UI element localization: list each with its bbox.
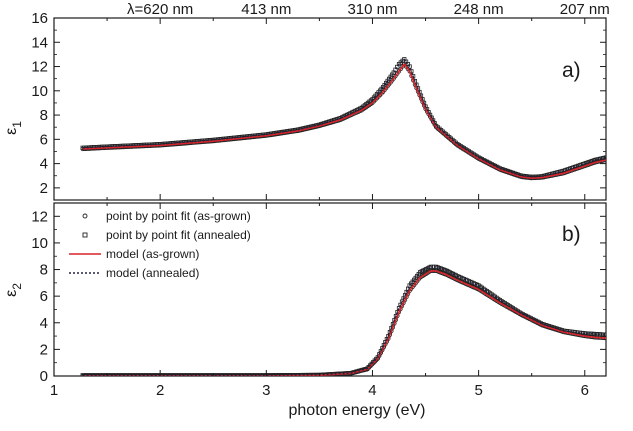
tick-layer (53, 17, 606, 377)
legend-label: model (as-grown) (106, 247, 199, 261)
x-tick-label: 1 (50, 382, 58, 399)
legend-label: point by point fit (annealed) (106, 228, 251, 242)
panel-a-y-label-sub: 1 (10, 121, 24, 128)
top-tick-label: 310 nm (347, 1, 397, 18)
y-tick-label: 2 (40, 180, 48, 197)
panel-a-y-label: ε1 (3, 121, 24, 135)
y-tick-label: 2 (40, 341, 48, 358)
y-tick-label: 0 (40, 368, 48, 385)
series-line (82, 266, 606, 376)
y-tick-label: 6 (40, 288, 48, 305)
series-dotted (82, 58, 606, 178)
y-tick-label: 16 (31, 10, 48, 27)
legend-label: model (annealed) (106, 266, 199, 280)
y-tick-label: 8 (40, 107, 48, 124)
panel-frames (53, 17, 607, 377)
legend-label: point by point fit (as-grown) (106, 209, 251, 223)
top-tick-label: 207 nm (560, 1, 610, 18)
panel-b-y-label: ε2 (3, 283, 24, 297)
text-layer: photon energy (eV) a) b) ε1 ε2 246810121… (3, 1, 610, 419)
series-line (82, 270, 606, 376)
series-open-square (80, 264, 606, 376)
data-layer (80, 57, 606, 376)
series-open-circle (80, 62, 606, 181)
series-line (82, 62, 606, 180)
x-tick-label: 3 (262, 382, 270, 399)
top-tick-label: λ=620 nm (127, 1, 193, 18)
y-tick-label: 12 (31, 208, 48, 225)
series-open-circle (80, 268, 606, 376)
top-tick-label: 248 nm (454, 1, 504, 18)
x-axis-label: photon energy (eV) (289, 402, 426, 419)
legend-marker-square (82, 232, 88, 238)
y-tick-label: 12 (31, 59, 48, 76)
x-tick-label: 2 (156, 382, 164, 399)
panel-b-y-label-sub: 2 (10, 283, 24, 290)
series-line (82, 58, 606, 178)
y-tick-label: 4 (40, 315, 48, 332)
series-solid (82, 62, 606, 180)
legend: point by point fit (as-grown) point by po… (69, 209, 251, 280)
legend-marker-circle (82, 213, 88, 219)
y-tick-label: 14 (31, 34, 48, 51)
panel-b-y-label-main: ε (3, 290, 20, 297)
x-tick-label: 5 (474, 382, 482, 399)
top-tick-label: 413 nm (241, 1, 291, 18)
y-tick-label: 10 (31, 83, 48, 100)
series-dotted (82, 266, 606, 376)
panel-b-tag: b) (562, 223, 581, 246)
x-tick-label: 6 (581, 382, 589, 399)
x-tick-label: 4 (368, 382, 376, 399)
y-tick-label: 6 (40, 131, 48, 148)
series-solid (82, 270, 606, 376)
panel-frame-a (53, 17, 607, 201)
panel-a-tag: a) (562, 59, 581, 82)
data-point (407, 64, 412, 69)
panel-a-y-label-main: ε (3, 128, 20, 135)
y-tick-label: 10 (31, 235, 48, 252)
y-tick-label: 4 (40, 156, 48, 173)
y-tick-label: 8 (40, 262, 48, 279)
